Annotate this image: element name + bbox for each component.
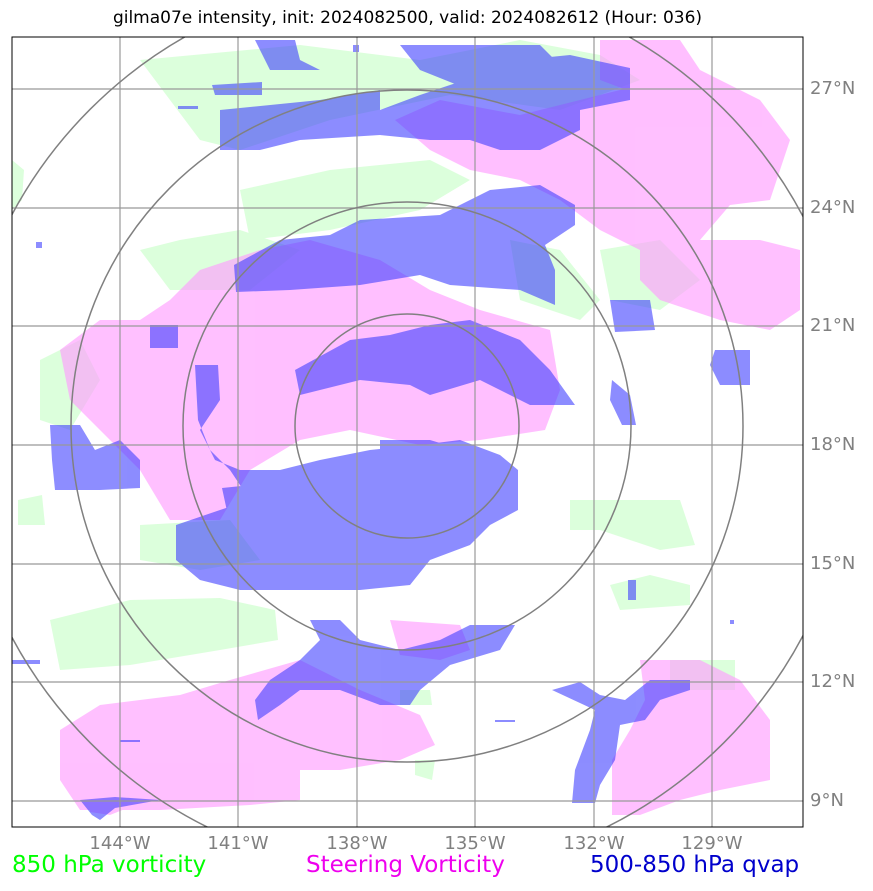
- legend-qvap: 500-850 hPa qvap: [590, 852, 800, 878]
- lon-label: 141°W: [207, 833, 269, 854]
- plot-frame: [11, 36, 804, 828]
- legend-vort850: 850 hPa vorticity: [12, 852, 207, 878]
- legend-steering: Steering Vorticity: [306, 852, 505, 878]
- lat-label: 15°N: [810, 553, 856, 574]
- lon-label: 144°W: [89, 833, 151, 854]
- lon-label: 132°W: [563, 833, 625, 854]
- lat-label: 12°N: [810, 671, 856, 692]
- lat-label: 27°N: [810, 78, 856, 99]
- lat-label: 21°N: [810, 315, 856, 336]
- lon-label: 135°W: [444, 833, 506, 854]
- lat-label: 18°N: [810, 434, 856, 455]
- lat-label: 24°N: [810, 197, 856, 218]
- graticule: [12, 37, 803, 827]
- plot-title: gilma07e intensity, init: 2024082500, va…: [112, 8, 703, 28]
- lon-label: 129°W: [681, 833, 743, 854]
- lon-label: 138°W: [326, 833, 388, 854]
- lat-label: 9°N: [810, 790, 844, 811]
- qvap-layer: [12, 40, 750, 820]
- range-rings: [12, 37, 803, 827]
